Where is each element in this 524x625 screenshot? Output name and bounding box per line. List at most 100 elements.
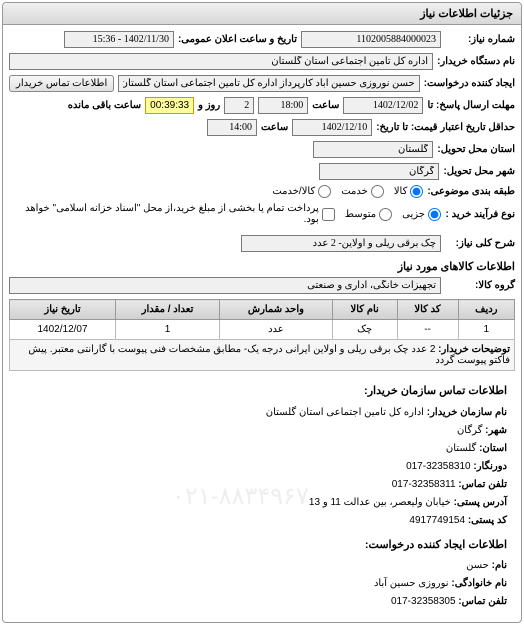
row-validity: حداقل تاریخ اعتبار قیمت: تا تاریخ: ساعت: [9, 119, 515, 136]
checkbox-note[interactable]: [322, 208, 335, 221]
validity-label: حداقل تاریخ اعتبار قیمت: تا تاریخ:: [376, 122, 515, 133]
radio-medium-item[interactable]: متوسط: [345, 208, 392, 221]
contact-city-value: گرگان: [457, 425, 482, 436]
contact-city-line: شهر: گرگان: [17, 423, 507, 439]
city-label: شهر محل تحویل:: [443, 166, 515, 177]
fax-label: دورنگار:: [473, 461, 507, 472]
td-note: توضیحات خریدار: 2 عدد چک برقی ریلی و اول…: [10, 340, 515, 371]
deadline-date-input: [343, 97, 423, 114]
buyer-org-label: نام دستگاه خریدار:: [437, 56, 515, 67]
main-panel: جزئیات اطلاعات نیاز شماره نیاز: تاریخ و …: [2, 2, 522, 623]
contact-province-line: استان: گلستان: [17, 441, 507, 457]
time-label-1: ساعت: [312, 100, 339, 111]
purchase-radio-group: جزیی متوسط پرداخت تمام یا بخشی از مبلغ خ…: [9, 203, 441, 225]
row-goods-group: گروه کالا:: [9, 277, 515, 294]
goods-group-label: گروه کالا:: [445, 280, 515, 291]
creator-phone-value: 32358305-017: [391, 596, 456, 607]
org-name-value: اداره کل تامین اجتماعی استان گلستان: [266, 407, 424, 418]
address-label: آدرس پستی:: [454, 497, 507, 508]
radio-small-label: جزیی: [402, 209, 425, 220]
td-qty: 1: [116, 320, 220, 340]
th-date: تاریخ نیاز: [10, 300, 116, 320]
checkbox-note-item[interactable]: پرداخت تمام یا بخشی از مبلغ خرید،از محل …: [9, 203, 335, 225]
validity-time-input: [207, 119, 257, 136]
purchase-type-label: نوع فرآیند خرید :: [445, 209, 515, 220]
table-row: 1 -- چک عدد 1 1402/12/07: [10, 320, 515, 340]
td-row: 1: [458, 320, 514, 340]
radio-small-item[interactable]: جزیی: [402, 208, 441, 221]
contact-province-value: گلستان: [446, 443, 476, 454]
td-code: --: [397, 320, 458, 340]
request-creator-input: [118, 75, 419, 92]
time-label-2: ساعت: [261, 122, 288, 133]
items-section-title: اطلاعات کالاهای مورد نیاز: [9, 260, 515, 273]
creator-phone-line: تلفن تماس: 32358305-017: [17, 594, 507, 610]
contact-org-line: نام سازمان خریدار: اداره کل تامین اجتماع…: [17, 405, 507, 421]
contact-address-line: آدرس پستی: خیابان ولیعصر، بین عدالت 11 و…: [17, 495, 507, 511]
contact-province-label: استان:: [479, 443, 507, 454]
address-value: خیابان ولیعصر، بین عدالت 11 و 13: [309, 497, 451, 508]
th-name: نام کالا: [332, 300, 397, 320]
items-table: ردیف کد کالا نام کالا واحد شمارش تعداد /…: [9, 299, 515, 371]
fax-value: 32358310-017: [406, 461, 471, 472]
note-label: توضیحات خریدار:: [438, 344, 510, 355]
creator-name-value: حسن: [466, 560, 489, 571]
td-unit: عدد: [219, 320, 332, 340]
radio-medium-label: متوسط: [345, 209, 376, 220]
packaging-label: طبقه بندی موضوعی:: [427, 186, 515, 197]
radio-medium[interactable]: [379, 208, 392, 221]
row-creator: ایجاد کننده درخواست: اطلاعات تماس خریدار: [9, 75, 515, 92]
buyer-org-input: [9, 53, 433, 70]
remaining-time: 00:39:33: [145, 97, 194, 114]
radio-service-label: خدمت: [341, 186, 368, 197]
city-input: [319, 163, 439, 180]
request-creator-label: ایجاد کننده درخواست:: [424, 78, 515, 89]
contact-fax-line: دورنگار: 32358310-017: [17, 459, 507, 475]
panel-title: جزئیات اطلاعات نیاز: [420, 8, 513, 20]
contact-section-title: اطلاعات تماس سازمان خریدار:: [17, 383, 507, 401]
panel-header: جزئیات اطلاعات نیاز: [3, 3, 521, 25]
row-buyer-org: نام دستگاه خریدار:: [9, 53, 515, 70]
contact-info-button[interactable]: اطلاعات تماس خریدار: [9, 75, 114, 92]
creator-family-line: نام خانوادگی: نوروزی حسین آباد: [17, 576, 507, 592]
radio-goods-service[interactable]: [318, 185, 331, 198]
packaging-radio-group: کالا خدمت کالا/خدمت: [272, 185, 423, 198]
need-desc-label: شرح کلی نیاز:: [445, 238, 515, 249]
radio-service[interactable]: [371, 185, 384, 198]
th-unit: واحد شمارش: [219, 300, 332, 320]
purchase-note: پرداخت تمام یا بخشی از مبلغ خرید،از محل …: [9, 203, 319, 225]
table-note-row: توضیحات خریدار: 2 عدد چک برقی ریلی و اول…: [10, 340, 515, 371]
contact-section: اطلاعات تماس سازمان خریدار: نام سازمان خ…: [9, 371, 515, 616]
creator-family-label: نام خانوادگی:: [451, 578, 507, 589]
phone-label: تلفن تماس:: [458, 479, 507, 490]
th-row: ردیف: [458, 300, 514, 320]
radio-goods-service-item[interactable]: کالا/خدمت: [272, 185, 331, 198]
remaining-label: ساعت باقی مانده: [68, 100, 141, 111]
province-input: [313, 141, 433, 158]
radio-goods-service-label: کالا/خدمت: [272, 186, 315, 197]
row-request-number: شماره نیاز: تاریخ و ساعت اعلان عمومی:: [9, 31, 515, 48]
announce-datetime-input: [64, 31, 174, 48]
postal-value: 4917749154: [409, 515, 465, 526]
goods-group-input: [9, 277, 441, 294]
row-city: شهر محل تحویل:: [9, 163, 515, 180]
request-number-input: [301, 31, 441, 48]
deadline-time-input: [258, 97, 308, 114]
org-name-label: نام سازمان خریدار:: [427, 407, 507, 418]
request-number-label: شماره نیاز:: [445, 34, 515, 45]
creator-name-line: نام: حسن: [17, 558, 507, 574]
radio-small[interactable]: [428, 208, 441, 221]
creator-phone-label: تلفن تماس:: [458, 596, 507, 607]
row-need-desc: شرح کلی نیاز:: [9, 235, 515, 252]
radio-service-item[interactable]: خدمت: [341, 185, 384, 198]
province-label: استان محل تحویل:: [437, 144, 515, 155]
th-code: کد کالا: [397, 300, 458, 320]
radio-goods-item[interactable]: کالا: [394, 185, 424, 198]
postal-label: کد پستی:: [468, 515, 507, 526]
table-header-row: ردیف کد کالا نام کالا واحد شمارش تعداد /…: [10, 300, 515, 320]
days-input: [224, 97, 254, 114]
need-desc-input: [241, 235, 441, 252]
contact-phone-line: تلفن تماس: 32358311-017: [17, 477, 507, 493]
announce-datetime-label: تاریخ و ساعت اعلان عمومی:: [178, 34, 297, 45]
radio-goods[interactable]: [410, 185, 423, 198]
